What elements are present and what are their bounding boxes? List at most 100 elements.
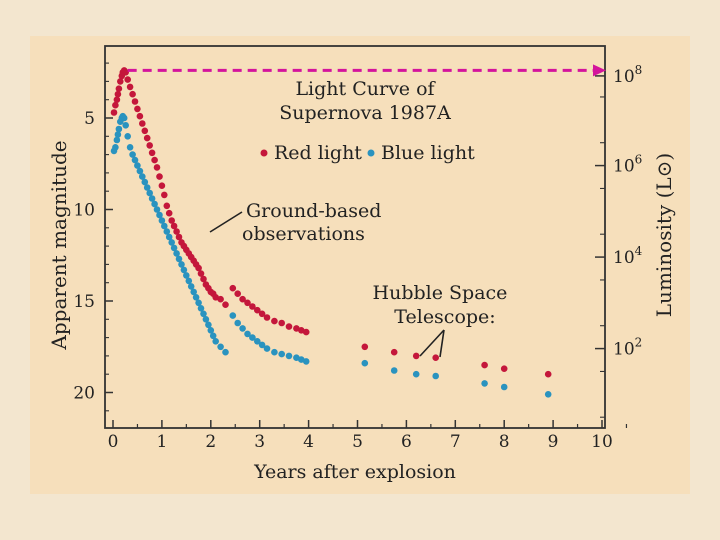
blue-point-69 xyxy=(544,391,552,398)
red-point-63 xyxy=(361,343,369,351)
series-red xyxy=(110,67,552,378)
red-point-55 xyxy=(258,310,266,318)
red-point-30 xyxy=(173,228,180,235)
red-point-48 xyxy=(222,301,229,309)
blue-point-62 xyxy=(302,358,310,365)
red-point-17 xyxy=(141,127,149,135)
red-point-16 xyxy=(139,120,146,127)
red-point-3 xyxy=(114,90,122,98)
red-point-5 xyxy=(117,78,124,85)
blue-point-25 xyxy=(161,222,168,230)
red-point-29 xyxy=(170,222,178,230)
x-tick-label-8: 8 xyxy=(499,432,510,452)
red-point-67 xyxy=(481,361,488,369)
blue-point-22 xyxy=(153,206,161,213)
blue-point-59 xyxy=(285,352,293,360)
blue-point-64 xyxy=(390,367,398,374)
red-point-50 xyxy=(234,290,241,298)
blue-point-40 xyxy=(197,305,205,312)
hubble-annotation-line-1: Hubble Space xyxy=(373,282,508,304)
red-point-64 xyxy=(390,348,398,356)
blue-point-29 xyxy=(170,244,178,252)
red-point-68 xyxy=(500,365,508,373)
chart-figure xyxy=(30,36,690,494)
red-point-62 xyxy=(302,328,310,336)
blue-point-31 xyxy=(175,255,183,263)
blue-point-54 xyxy=(253,338,261,345)
x-tick-label-2: 2 xyxy=(205,432,216,452)
blue-point-9 xyxy=(122,122,129,129)
blue-point-57 xyxy=(271,348,278,356)
legend-red-label: Red light xyxy=(274,142,362,164)
red-point-65 xyxy=(412,352,420,360)
series-layer xyxy=(110,67,552,398)
red-point-28 xyxy=(168,217,175,224)
x-axis-ticks: 0 1 2 3 4 5 6 7 8 9 10 xyxy=(108,420,628,452)
legend-blue-swatch xyxy=(367,149,375,157)
blue-point-65 xyxy=(412,370,420,378)
blue-point-39 xyxy=(195,299,202,307)
ground-annotation-pointer xyxy=(209,211,243,233)
x-tick-label-1: 1 xyxy=(156,432,167,452)
red-point-20 xyxy=(148,149,156,157)
blue-point-38 xyxy=(192,294,200,301)
red-point-53 xyxy=(249,303,256,310)
red-point-22 xyxy=(153,164,161,171)
blue-point-17 xyxy=(141,178,149,186)
blue-point-52 xyxy=(244,330,251,338)
blue-point-44 xyxy=(207,327,215,334)
y2-tick-label-0: 108 xyxy=(613,63,642,87)
blue-point-32 xyxy=(178,261,185,268)
red-point-15 xyxy=(136,112,144,120)
blue-point-27 xyxy=(165,233,173,241)
blue-point-3 xyxy=(114,131,122,138)
x-tick-label-6: 6 xyxy=(401,432,412,452)
blue-point-58 xyxy=(278,350,286,358)
red-point-21 xyxy=(151,156,158,164)
red-point-57 xyxy=(271,317,278,325)
blue-point-66 xyxy=(432,372,440,380)
red-point-19 xyxy=(146,142,153,149)
red-point-26 xyxy=(163,202,171,210)
ground-annotation-line-2: observations xyxy=(242,223,365,245)
blue-point-36 xyxy=(187,283,195,290)
red-point-0 xyxy=(110,109,118,116)
red-point-9 xyxy=(122,69,129,76)
red-point-12 xyxy=(129,90,136,98)
red-point-40 xyxy=(197,270,205,277)
red-point-10 xyxy=(124,76,131,83)
y-axis-ticks: 5 10 15 20 xyxy=(73,62,113,412)
red-point-59 xyxy=(285,323,293,330)
red-point-39 xyxy=(195,264,202,272)
red-point-13 xyxy=(131,98,139,105)
red-point-41 xyxy=(200,275,207,283)
blue-point-33 xyxy=(180,266,188,274)
blue-point-67 xyxy=(481,380,488,387)
blue-point-11 xyxy=(126,144,134,151)
blue-point-1 xyxy=(112,144,119,151)
red-point-58 xyxy=(278,319,286,327)
blue-point-47 xyxy=(217,343,224,351)
blue-point-18 xyxy=(143,184,151,191)
y-tick-label-1: 10 xyxy=(73,201,95,221)
red-point-54 xyxy=(253,306,261,314)
x-tick-label-0: 0 xyxy=(108,432,119,452)
y-tick-label-0: 5 xyxy=(84,109,95,129)
blue-point-14 xyxy=(134,162,141,169)
blue-point-20 xyxy=(148,195,156,202)
hubble-annotation-pointer-2 xyxy=(439,329,445,358)
blue-point-30 xyxy=(173,250,180,257)
blue-point-46 xyxy=(212,338,219,345)
blue-point-49 xyxy=(229,312,237,319)
blue-point-15 xyxy=(136,167,144,175)
red-point-31 xyxy=(175,233,183,241)
blue-point-16 xyxy=(139,173,146,180)
blue-point-26 xyxy=(163,228,171,235)
blue-point-63 xyxy=(361,359,369,367)
blue-point-24 xyxy=(158,217,166,224)
red-point-14 xyxy=(134,105,141,113)
y-tick-label-2: 15 xyxy=(73,292,95,312)
blue-point-13 xyxy=(131,156,139,164)
blue-point-8 xyxy=(120,114,128,122)
blue-point-12 xyxy=(129,151,136,158)
